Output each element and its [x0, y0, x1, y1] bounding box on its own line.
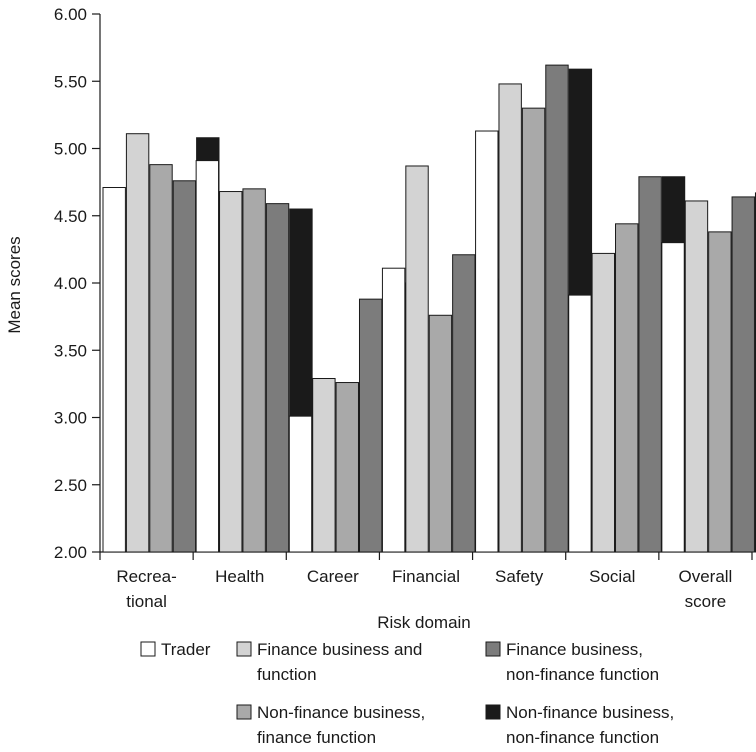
legend-swatch [236, 641, 252, 657]
bar [125, 133, 150, 553]
y-tick-label: 4.50 [54, 207, 87, 226]
bar [638, 176, 662, 553]
legend-label: Trader [161, 640, 211, 659]
bar [288, 415, 313, 553]
bar [149, 164, 173, 553]
bar [242, 188, 266, 553]
bar [335, 382, 359, 553]
bar [265, 203, 290, 553]
y-axis: 2.00 2.50 3.00 3.50 4.00 4.50 5.00 5.50 6.00 [54, 5, 101, 562]
category-label: Health [215, 567, 264, 586]
bar [684, 200, 709, 553]
y-tick-label: 2.00 [54, 543, 87, 562]
y-tick-label: 4.00 [54, 274, 87, 293]
legend-label: Finance business, [506, 640, 643, 659]
y-tick-label: 3.00 [54, 409, 87, 428]
bars [102, 64, 756, 553]
bar [661, 242, 685, 553]
legend-swatch [485, 704, 501, 720]
legend-label: non-finance function [506, 665, 659, 684]
bar [358, 298, 383, 553]
legend: Trader Finance business andfunctionFinanc… [140, 640, 674, 747]
legend-label: non-finance function [506, 728, 659, 747]
category-label: tional [126, 592, 167, 611]
legend-swatch [485, 641, 501, 657]
legend-item: Trader [140, 640, 211, 659]
legend-label: Non-finance business, [506, 703, 674, 722]
category-label: Career [307, 567, 359, 586]
category-label: Overall [678, 567, 732, 586]
bar [568, 294, 592, 553]
bar [708, 231, 732, 553]
bar [102, 187, 126, 553]
bar [475, 130, 499, 553]
category-label: Recrea- [116, 567, 176, 586]
bar [312, 377, 336, 553]
category-label: Safety [495, 567, 544, 586]
legend-item: Finance business, non-finance function [485, 640, 659, 684]
category-label: score [685, 592, 727, 611]
bar [195, 160, 220, 553]
y-tick-label: 6.00 [54, 5, 87, 24]
legend-label: Non-finance business, [257, 703, 425, 722]
legend-label: function [257, 665, 317, 684]
x-axis: Recrea-tional Health Career Financial Safety… [99, 551, 753, 611]
category-label: Financial [392, 567, 460, 586]
bar [219, 191, 243, 553]
bar [172, 180, 197, 553]
bar [452, 254, 476, 553]
bar [521, 107, 546, 553]
y-axis-title: Mean scores [5, 236, 24, 333]
x-axis-title: Risk domain [377, 613, 471, 632]
legend-label: finance function [257, 728, 376, 747]
legend-swatch [140, 641, 156, 657]
y-tick-label: 3.50 [54, 341, 87, 360]
bar [591, 252, 616, 553]
bar [498, 83, 522, 553]
y-tick-label: 5.50 [54, 72, 87, 91]
y-tick-label: 5.00 [54, 140, 87, 159]
legend-label: Finance business and [257, 640, 422, 659]
bar [428, 314, 453, 553]
legend-item: Non-finance business, finance function [236, 703, 425, 747]
legend-item: Non-finance business, non-finance functio… [485, 703, 674, 747]
bar [615, 223, 639, 553]
bar [381, 267, 406, 553]
bar [731, 196, 755, 553]
legend-swatch [236, 704, 252, 720]
y-tick-label: 2.50 [54, 476, 87, 495]
category-label: Social [589, 567, 635, 586]
bar [545, 64, 569, 553]
bar [405, 165, 429, 553]
legend-item: Finance business and function [236, 640, 422, 684]
